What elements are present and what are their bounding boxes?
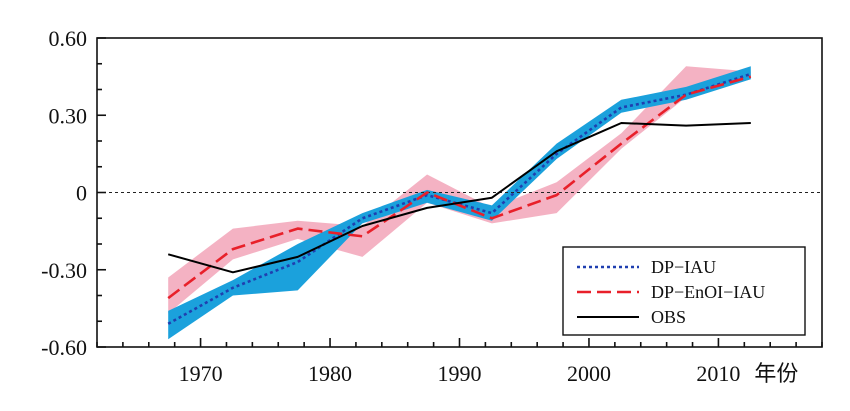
series-line-obs: [167, 122, 751, 274]
legend: DP−IAU DP−EnOI−IAU OBS: [562, 246, 806, 336]
x-axis-label: 年份: [754, 361, 798, 386]
legend-label: DP−IAU: [651, 257, 716, 277]
x-tick-label: 1990: [438, 361, 482, 386]
legend-label: OBS: [651, 307, 686, 327]
x-tick-label: 1970: [179, 361, 223, 386]
series-lines: [167, 72, 752, 325]
y-tick-label: 0: [76, 181, 87, 206]
y-tick-label: 0.30: [49, 103, 88, 128]
x-tick-label: 1980: [308, 361, 352, 386]
y-tick-label: -0.30: [41, 258, 87, 283]
legend-label: DP−EnOI−IAU: [651, 282, 765, 302]
x-tick-label: 2000: [567, 361, 611, 386]
x-tick-label: 2010: [696, 361, 740, 386]
y-tick-label: -0.60: [41, 335, 87, 360]
y-tick-label: 0.60: [49, 26, 88, 51]
series-line-dp-enoi-iau: [167, 75, 752, 300]
axes: 0.60 0.30 0 -0.30 -0.60 1970 1980 1990 2000 2010 年…: [41, 26, 823, 386]
